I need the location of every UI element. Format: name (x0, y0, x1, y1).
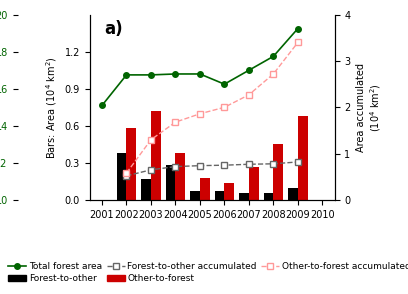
Bar (215, 191, 224, 200)
Bar (298, 116, 308, 200)
Bar (239, 193, 249, 200)
Bar (151, 111, 161, 200)
Bar (200, 178, 210, 200)
Bar (288, 188, 298, 200)
Bar (166, 165, 175, 200)
Bar (273, 144, 283, 200)
Bar (117, 153, 126, 200)
Legend: Total forest area, Forest-to-other, Forest-to-other accumulated, Other-to-forest: Total forest area, Forest-to-other, Fore… (4, 259, 408, 287)
Bar (141, 179, 151, 200)
Bar (224, 183, 234, 200)
Text: a): a) (104, 20, 123, 38)
Bar (190, 191, 200, 200)
Bar (249, 167, 259, 200)
Y-axis label: Area accumulated
(10$^4$ km$^2$): Area accumulated (10$^4$ km$^2$) (356, 63, 383, 152)
Bar (126, 128, 136, 200)
Y-axis label: Bars: Area (10$^4$ km$^2$): Bars: Area (10$^4$ km$^2$) (44, 56, 59, 159)
Bar (175, 153, 185, 200)
Bar (264, 193, 273, 200)
